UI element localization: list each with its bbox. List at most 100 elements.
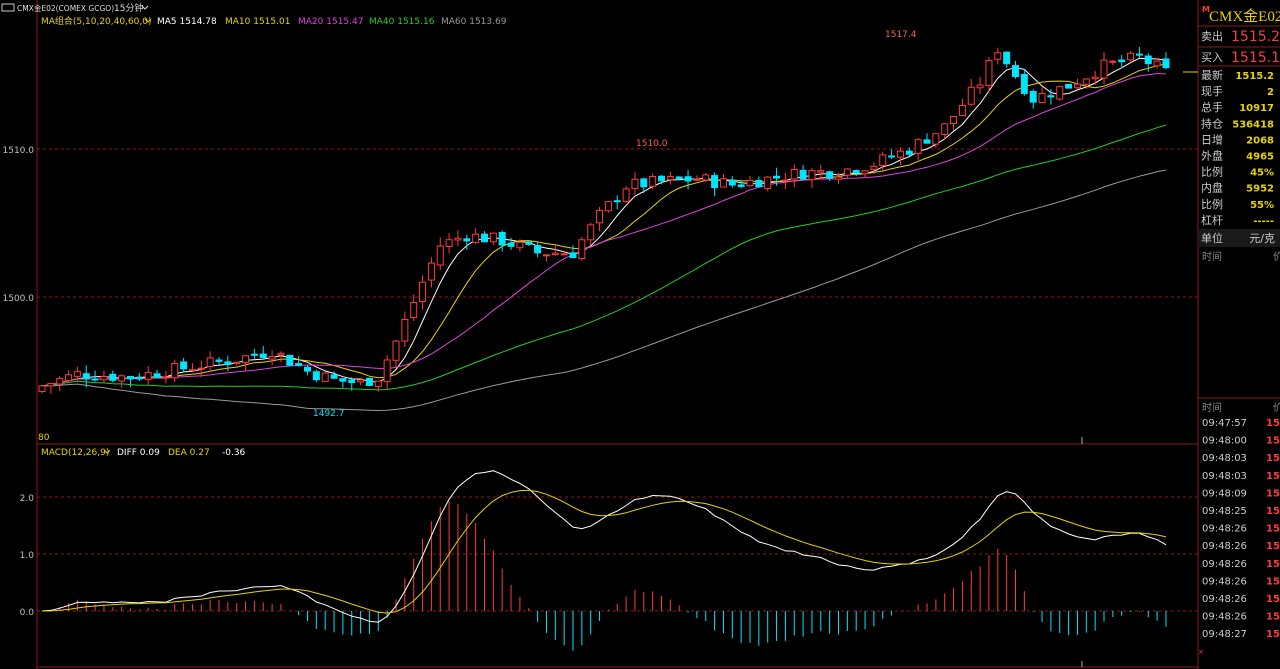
candle	[773, 167, 781, 186]
candle	[277, 351, 285, 363]
tick-row[interactable]: 09:48:27 151	[1202, 629, 1280, 640]
candle	[135, 373, 143, 382]
quote-row-value: 55%	[1250, 200, 1274, 211]
candle	[1038, 86, 1046, 104]
candle	[1056, 86, 1064, 101]
quote-row-label: 内盘	[1201, 181, 1223, 195]
candle	[861, 169, 869, 178]
candlesticks	[38, 47, 1170, 394]
ma-dropdown-icon[interactable]	[144, 18, 152, 23]
candle	[454, 230, 462, 247]
candle	[746, 176, 754, 187]
candle	[604, 200, 612, 213]
period-dropdown-icon[interactable]	[141, 5, 149, 10]
quote-row-label: 比例	[1201, 197, 1223, 211]
quote-row-label: 杠杆	[1201, 213, 1223, 227]
macd-histogram	[50, 501, 1167, 651]
chart-header: CMX金E02(COMEX GCGO) 15分钟 MA组合(5,10,20,40…	[1, 2, 507, 27]
candle	[923, 133, 931, 144]
candle	[516, 239, 524, 252]
candle	[427, 257, 435, 288]
tick-row[interactable]: 09:48:09 151	[1202, 488, 1280, 499]
candle	[286, 354, 294, 366]
candle	[551, 245, 559, 256]
candle	[82, 365, 90, 388]
ma60-line	[41, 169, 1167, 412]
tick-row[interactable]: 09:48:26 151	[1202, 576, 1280, 587]
tick-row[interactable]: 09:48:03 151	[1202, 471, 1280, 482]
macd-label[interactable]: MACD(12,26,9)	[41, 448, 109, 458]
candle	[463, 234, 471, 250]
tick-row[interactable]: 09:48:26 151	[1202, 594, 1280, 605]
ma20-line	[41, 72, 1167, 387]
candle	[728, 176, 736, 188]
candle	[304, 364, 311, 376]
candle	[188, 363, 196, 372]
tick-row[interactable]: 09:48:00 151	[1202, 436, 1280, 447]
tick-price: 151	[1266, 541, 1280, 552]
candle	[472, 228, 480, 244]
sell-value[interactable]: 1515.2	[1231, 29, 1280, 45]
candle	[560, 250, 568, 256]
tick-time: 09:48:03	[1202, 453, 1247, 464]
tick-price: 151	[1266, 506, 1280, 517]
candle	[118, 374, 126, 388]
quote-row-value: 5952	[1246, 184, 1274, 195]
candle	[1012, 60, 1019, 79]
candle	[781, 172, 789, 190]
candle	[1003, 51, 1011, 68]
window-icon[interactable]	[1, 3, 15, 12]
tick-price: 151	[1266, 453, 1280, 464]
tick-time: 09:48:26	[1202, 559, 1247, 570]
quote-row: 内盘 5952	[1201, 181, 1274, 195]
quote-row: 杠杆 -----	[1201, 213, 1274, 227]
candle	[233, 361, 241, 366]
period-label[interactable]: 15分钟	[114, 2, 143, 14]
tick-row[interactable]: 09:48:03 151	[1202, 453, 1280, 464]
quote-row-value: 4965	[1246, 152, 1274, 163]
candle	[870, 162, 878, 174]
tick-time: 09:48:26	[1202, 594, 1247, 605]
buy-label: 买入	[1201, 51, 1223, 64]
ma5-line	[41, 57, 1167, 387]
tick-row[interactable]: 09:47:57 151	[1202, 418, 1280, 429]
tick-time: 09:48:03	[1202, 471, 1247, 482]
candle	[994, 47, 1002, 65]
candle	[295, 356, 303, 367]
tick-row[interactable]: 09:48:26 151	[1202, 524, 1280, 535]
candle	[693, 175, 701, 181]
ma5-label: MA5 1514.78	[157, 17, 217, 27]
market-flag-icon: M	[1202, 5, 1210, 14]
candle	[976, 76, 984, 94]
sell-label: 卖出	[1201, 29, 1223, 43]
quote-row: 比例 45%	[1201, 165, 1274, 179]
tick-price: 151	[1266, 629, 1280, 640]
buy-value[interactable]: 1515.1	[1231, 50, 1280, 66]
candle	[569, 245, 577, 259]
tick-time: 09:48:25	[1202, 506, 1247, 517]
quote-row-label: 持仓	[1201, 116, 1223, 130]
candle	[534, 241, 542, 258]
tick-row[interactable]: 09:48:26 151	[1202, 541, 1280, 552]
ma-group-label[interactable]: MA组合(5,10,20,40,60,0)	[41, 15, 152, 27]
low-annotation: 1492.7	[313, 409, 345, 419]
candle	[1047, 89, 1055, 105]
candle	[180, 357, 188, 373]
macd-header: MACD(12,26,9) DIFF 0.09 DEA 0.27 -0.36	[41, 448, 246, 458]
candle	[91, 370, 99, 382]
tick-row[interactable]: 09:48:25 151	[1202, 506, 1280, 517]
candle	[250, 348, 258, 360]
candle	[578, 236, 586, 261]
candle	[525, 241, 533, 246]
tick-row[interactable]: 09:48:26 151	[1202, 612, 1280, 623]
candle	[65, 370, 73, 383]
candle	[835, 172, 842, 184]
macd-dropdown-icon[interactable]	[103, 449, 111, 454]
price-header-top: 价	[1273, 251, 1280, 263]
candle	[1162, 52, 1170, 70]
candle	[507, 237, 515, 250]
tick-row[interactable]: 09:48:26 151	[1202, 559, 1280, 570]
tick-list[interactable]: 09:47:57151 09:48:00151 09:48:03 151 09:48:0…	[1202, 418, 1280, 640]
tick-price: 151	[1266, 594, 1280, 605]
